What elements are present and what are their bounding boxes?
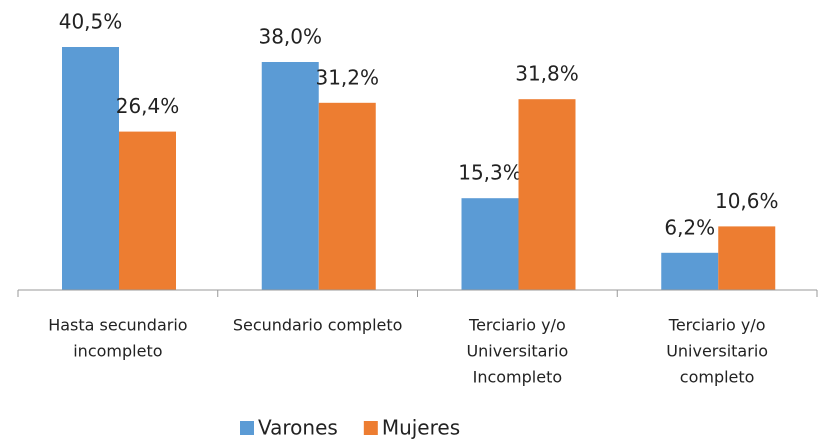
x-tick-label: incompleto — [73, 342, 162, 361]
value-label: 10,6% — [715, 189, 779, 213]
legend-swatch — [363, 421, 378, 435]
bar — [261, 62, 319, 290]
legend-label: Varones — [258, 416, 338, 440]
x-tick-label: Universitario — [466, 342, 568, 361]
x-tick-label: completo — [680, 368, 755, 387]
x-tick-label: Hasta secundario — [48, 316, 187, 335]
x-tick-label: Secundario completo — [233, 316, 403, 335]
bar — [518, 99, 576, 290]
x-tick-label: Incompleto — [473, 368, 563, 387]
bar — [318, 102, 376, 290]
value-label: 31,8% — [515, 62, 579, 86]
legend-label: Mujeres — [382, 416, 460, 440]
bar — [62, 47, 119, 290]
value-label: 26,4% — [116, 94, 180, 118]
x-tick-label: Terciario y/o — [668, 316, 766, 335]
value-label: 38,0% — [258, 25, 322, 49]
legend-swatch — [240, 421, 254, 435]
value-label: 40,5% — [59, 10, 123, 34]
bar — [718, 226, 776, 290]
bar — [119, 131, 176, 290]
bar — [661, 252, 719, 290]
bar — [461, 198, 519, 290]
value-label: 15,3% — [458, 161, 522, 185]
x-tick-label: Universitario — [666, 342, 768, 361]
value-label: 31,2% — [315, 65, 379, 89]
x-tick-label: Terciario y/o — [468, 316, 566, 335]
value-label: 6,2% — [664, 215, 715, 239]
